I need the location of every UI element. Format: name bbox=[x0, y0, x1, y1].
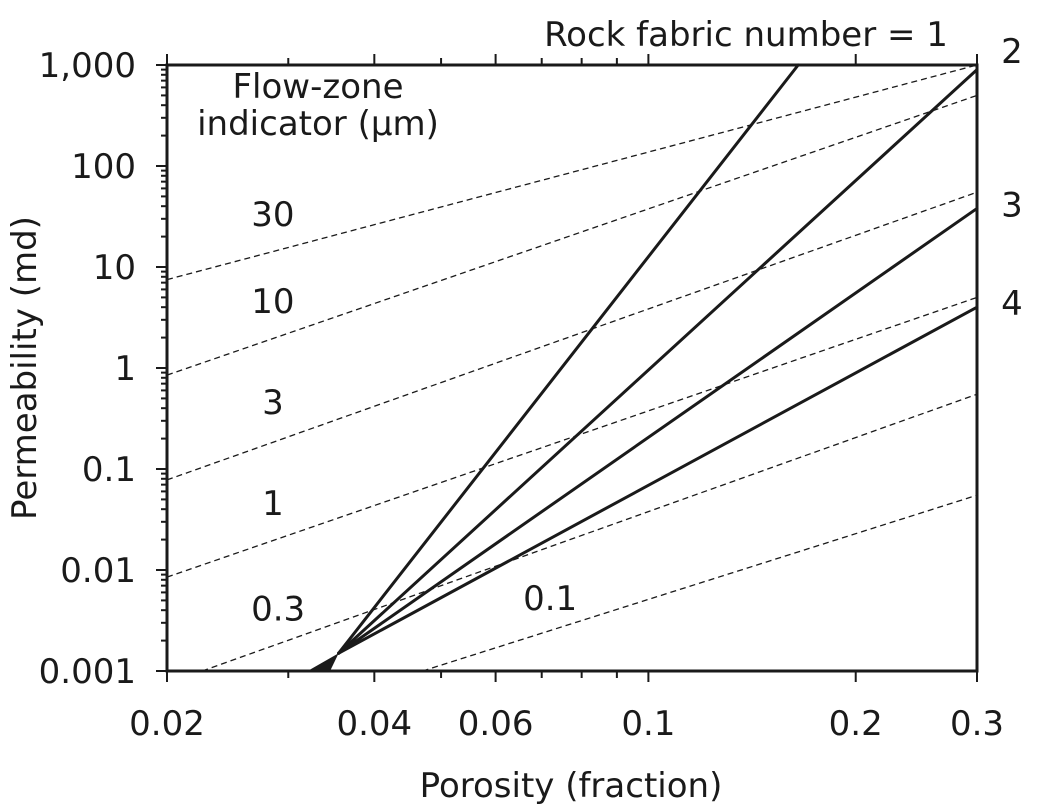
y-axis-tick-labels: 1,000 100 10 1 0.1 0.01 0.001 bbox=[39, 46, 136, 692]
x-tick-label: 0.2 bbox=[829, 704, 883, 744]
fzi-group-title-line1: Flow-zone bbox=[233, 67, 404, 107]
x-tick-label: 0.02 bbox=[129, 704, 205, 744]
fzi-group-title-line2: indicator (µm) bbox=[197, 104, 439, 144]
y-tick-label: 0.01 bbox=[60, 551, 136, 591]
x-tick-label: 0.04 bbox=[336, 704, 412, 744]
rock-fabric-lines bbox=[307, 63, 979, 671]
rock-fabric-label-2: 2 bbox=[1001, 32, 1023, 72]
fzi-line-2 bbox=[166, 94, 978, 376]
y-tick-label: 1,000 bbox=[39, 46, 136, 86]
rock-fabric-line-4 bbox=[337, 305, 979, 655]
fzi-label-4: 1 bbox=[262, 484, 284, 524]
fzi-line-4 bbox=[166, 296, 978, 578]
y-tick-label: 10 bbox=[93, 248, 136, 288]
fzi-line-3 bbox=[166, 191, 978, 481]
y-tick-label: 0.1 bbox=[82, 450, 136, 490]
rock-fabric-line-3 bbox=[337, 206, 979, 655]
y-axis-ticks bbox=[156, 64, 167, 672]
fzi-line-6 bbox=[422, 494, 978, 672]
x-axis-tick-labels: 0.02 0.04 0.06 0.1 0.2 0.3 bbox=[129, 704, 1004, 744]
rock-fabric-title: Rock fabric number = 1 bbox=[544, 15, 948, 55]
fzi-label-6: 0.1 bbox=[523, 579, 577, 619]
rock-fabric-label-4: 4 bbox=[1001, 284, 1023, 324]
y-tick-label: 1 bbox=[114, 349, 136, 389]
rock-fabric-line-2 bbox=[337, 68, 979, 655]
rock-fabric-origin-wedge bbox=[307, 653, 339, 671]
rock-fabric-line-1 bbox=[337, 63, 800, 655]
y-axis-title: Permeability (md) bbox=[5, 216, 45, 520]
x-tick-label: 0.3 bbox=[950, 704, 1004, 744]
flow-zone-indicator-lines bbox=[166, 64, 978, 672]
rock-fabric-label-3: 3 bbox=[1001, 185, 1023, 225]
x-tick-label: 0.1 bbox=[621, 704, 675, 744]
x-tick-label: 0.06 bbox=[458, 704, 534, 744]
fzi-label-2: 10 bbox=[251, 282, 294, 322]
x-axis-ticks bbox=[166, 54, 978, 682]
fzi-label-1: 30 bbox=[251, 195, 294, 235]
fzi-label-5: 0.3 bbox=[251, 590, 305, 630]
fzi-line-5 bbox=[202, 393, 978, 672]
fzi-label-3: 3 bbox=[262, 383, 284, 423]
y-tick-label: 0.001 bbox=[39, 652, 136, 692]
x-axis-title: Porosity (fraction) bbox=[420, 766, 723, 806]
y-tick-label: 100 bbox=[71, 147, 136, 187]
